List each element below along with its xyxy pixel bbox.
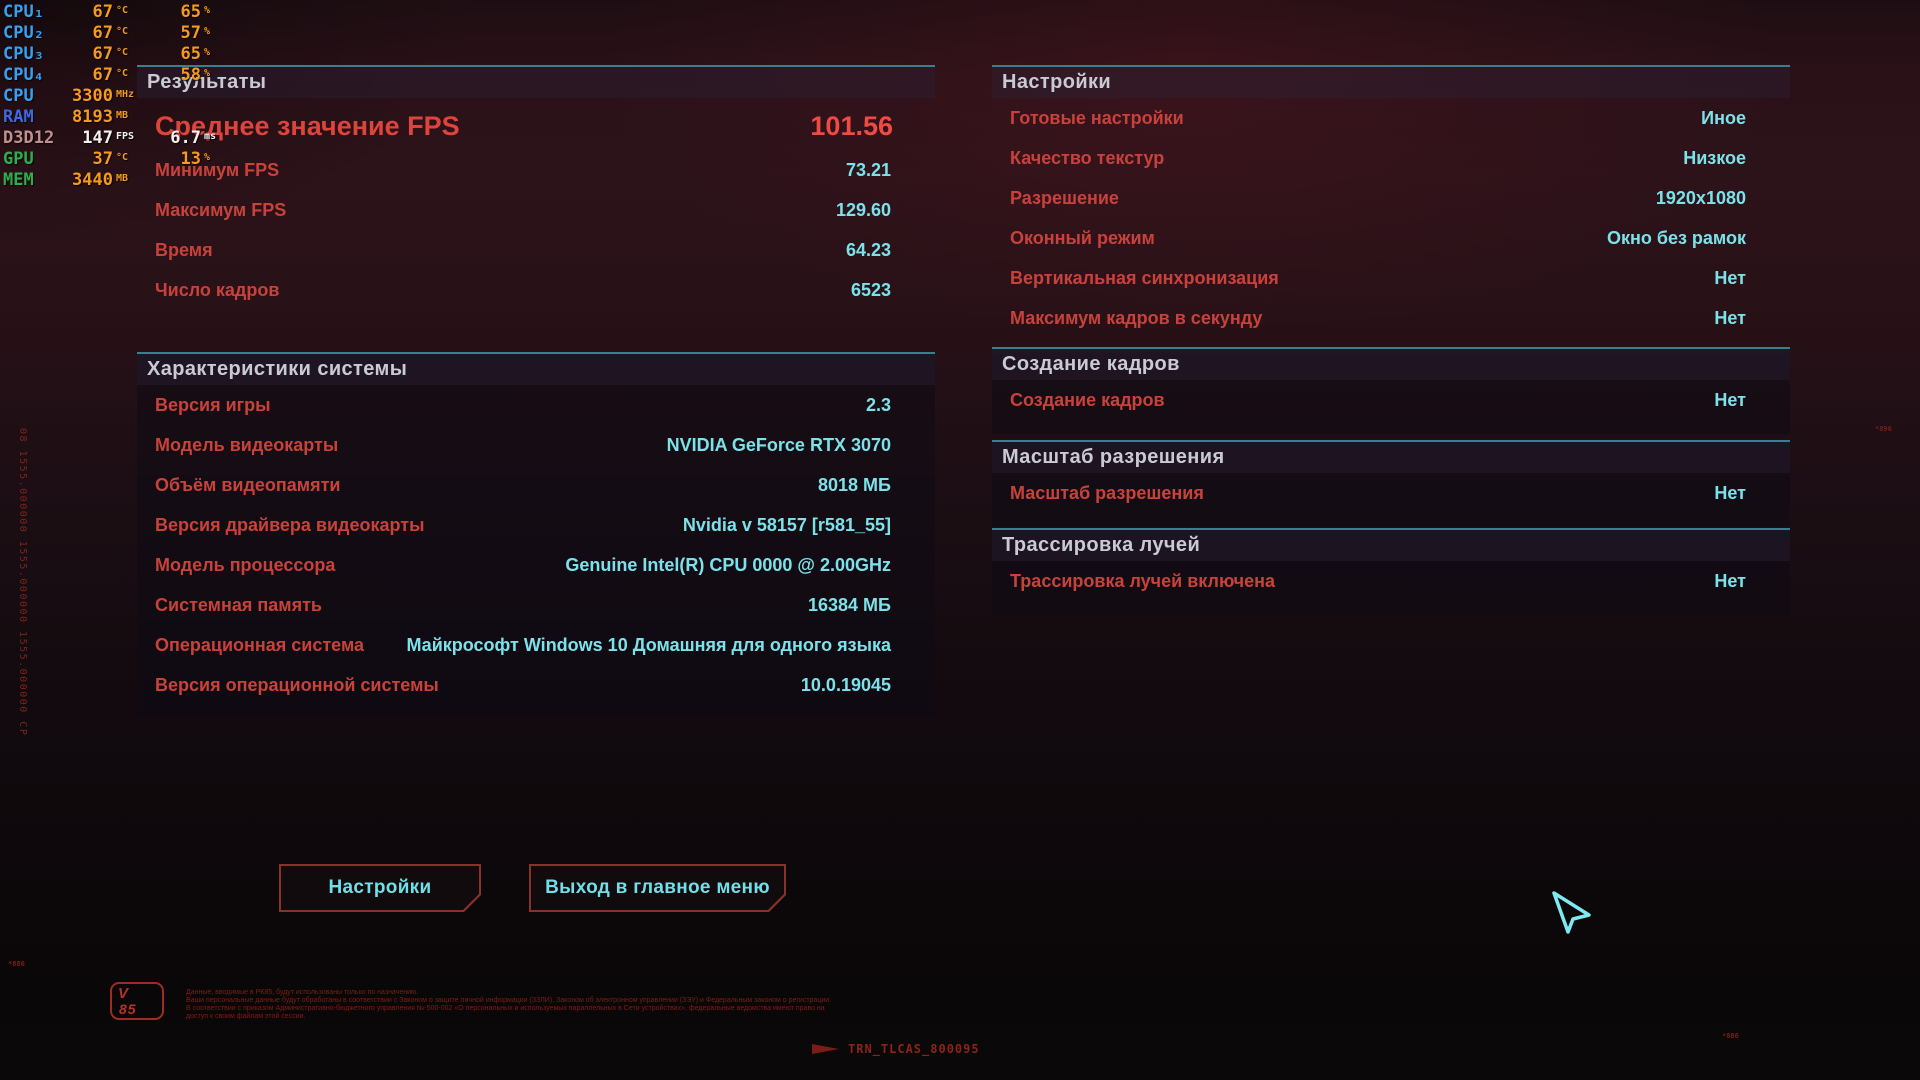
overlay-label: CPU₁	[3, 2, 44, 22]
session-id-tag: TRN_TLCAS_800095	[812, 1042, 980, 1056]
legal-disclaimer-text: Данные, вводимые в РК85, будут использов…	[186, 989, 832, 1020]
resolution-row: Разрешение 1920x1080	[1010, 187, 1746, 208]
overlay-row-cpu2: CPU₂ 67 °C 57%	[3, 23, 211, 43]
frame-count-row: Число кадров 6523	[155, 279, 891, 300]
fps-cap-row: Максимум кадров в секунду Нет	[1010, 307, 1746, 328]
average-fps-label: Среднее значение FPS	[155, 110, 460, 141]
max-fps-row: Максимум FPS 129.60	[155, 199, 891, 220]
ray-tracing-row: Трассировка лучей включена Нет	[1010, 570, 1746, 591]
overlay-row-vram: MEM 3440 MB	[3, 170, 129, 190]
wedge-icon	[812, 1044, 839, 1054]
overlay-row-d3d12-fps: D3D12 147 FPS 6.7 ms	[3, 128, 217, 148]
average-fps-row: Среднее значение FPS 101.56	[137, 102, 935, 150]
v85-rating-logo: V 85	[110, 982, 164, 1020]
overlay-row-gpu: GPU 37 °C 13%	[3, 149, 211, 169]
corner-marker: *896	[1875, 425, 1892, 433]
min-fps-row: Минимум FPS 73.21	[155, 159, 891, 180]
corner-marker: *886	[8, 960, 25, 968]
time-row: Время 64.23	[155, 239, 891, 260]
vertical-code-text: 08 1555.000000 1555.000000 1555.000000 C…	[17, 428, 28, 737]
session-id-text: TRN_TLCAS_800095	[848, 1042, 980, 1056]
settings-button-label: Настройки	[328, 877, 432, 898]
overlay-row-cpu3: CPU₃ 67 °C 65%	[3, 44, 211, 64]
ray-tracing-title: Трассировка лучей	[992, 528, 1790, 561]
settings-panel: Настройки Готовые настройки Иное Качество…	[992, 65, 1790, 347]
system-specs-panel: Характеристики системы Версия игры 2.3 Мо…	[137, 352, 935, 715]
frame-generation-row: Создание кадров Нет	[1010, 389, 1746, 410]
os-version-row: Версия операционной системы 10.0.19045	[155, 674, 891, 695]
cursor-icon	[1548, 889, 1594, 940]
average-fps-value: 101.56	[810, 110, 893, 141]
hardware-monitor-overlay: CPU₁ 67 °C 65% CPU₂ 67 °C 57% CPU₃ 67 °C 65% CPU₄…	[3, 2, 227, 191]
vram-row: Объём видеопамяти 8018 МБ	[155, 474, 891, 495]
window-mode-row: Оконный режим Окно без рамок	[1010, 227, 1746, 248]
corner-marker: *886	[1722, 1032, 1739, 1040]
system-specs-title: Характеристики системы	[137, 352, 935, 385]
resolution-scaling-panel: Масштаб разрешения Масштаб разрешения Нет	[992, 440, 1790, 527]
os-row: Операционная система Майкрософт Windows 1…	[155, 634, 891, 655]
resolution-scaling-row: Масштаб разрешения Нет	[1010, 482, 1746, 503]
vsync-row: Вертикальная синхронизация Нет	[1010, 267, 1746, 288]
results-panel-title: Результаты	[137, 65, 935, 98]
frame-generation-panel: Создание кадров Создание кадров Нет	[992, 347, 1790, 434]
exit-button-label: Выход в главное меню	[545, 877, 770, 898]
gpu-model-row: Модель видеокарты NVIDIA GeForce RTX 3070	[155, 434, 891, 455]
frame-generation-title: Создание кадров	[992, 347, 1790, 380]
ray-tracing-panel: Трассировка лучей Трассировка лучей вклю…	[992, 528, 1790, 615]
overlay-row-cpu1: CPU₁ 67 °C 65%	[3, 2, 211, 22]
overlay-row-cpu-clock: CPU 3300 MHz	[3, 86, 135, 106]
settings-panel-title: Настройки	[992, 65, 1790, 98]
system-memory-row: Системная память 16384 МБ	[155, 594, 891, 615]
game-version-row: Версия игры 2.3	[155, 394, 891, 415]
cpu-model-row: Модель процессора Genuine Intel(R) CPU 00…	[155, 554, 891, 575]
settings-button[interactable]: Настройки	[279, 864, 481, 912]
texture-quality-row: Качество текстур Низкое	[1010, 147, 1746, 168]
results-panel: Результаты Среднее значение FPS 101.56 М…	[137, 65, 935, 347]
overlay-row-ram: RAM 8193 MB	[3, 107, 129, 127]
driver-version-row: Версия драйвера видеокарты Nvidia v 58157…	[155, 514, 891, 535]
resolution-scaling-title: Масштаб разрешения	[992, 440, 1790, 473]
preset-row: Готовые настройки Иное	[1010, 107, 1746, 128]
exit-to-main-menu-button[interactable]: Выход в главное меню	[529, 864, 786, 912]
overlay-row-cpu4: CPU₄ 67 °C 58%	[3, 65, 211, 85]
